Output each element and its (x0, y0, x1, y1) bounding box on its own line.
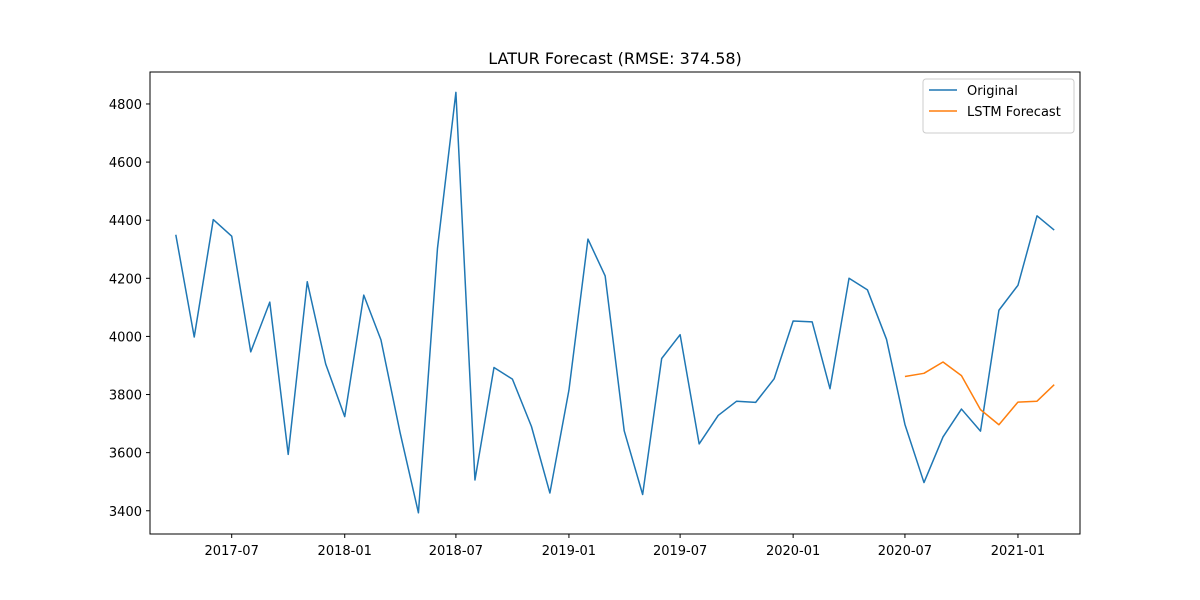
y-tick-label: 4400 (109, 214, 142, 229)
legend-label: LSTM Forecast (967, 105, 1061, 120)
y-tick-label: 3600 (109, 447, 142, 462)
y-tick-label: 4800 (109, 98, 142, 113)
series-line-original (175, 91, 1055, 514)
x-tick-label: 2019-07 (653, 544, 707, 559)
plot-area (149, 71, 1081, 535)
x-tick-label: 2018-07 (429, 544, 483, 559)
x-tick-label: 2019-01 (542, 544, 596, 559)
y-tick-label: 3800 (109, 389, 142, 404)
plot-frame (149, 71, 1081, 535)
x-tick-label: 2018-01 (318, 544, 372, 559)
y-tick-label: 3400 (109, 505, 142, 520)
legend-box (922, 78, 1075, 134)
y-tick-label: 4200 (109, 272, 142, 287)
x-tick-label: 2020-07 (878, 544, 932, 559)
y-tick-label: 4600 (109, 156, 142, 171)
x-axis: 2017-07 2018-01 2018-07 2019-01 2019-07 2020-… (205, 534, 1045, 559)
series-line-lstm-forecast (904, 361, 1055, 426)
x-tick-label: 2021-01 (991, 544, 1045, 559)
legend: Original LSTM Forecast (922, 78, 1075, 134)
legend-label: Original (967, 84, 1018, 99)
chart-title: LATUR Forecast (RMSE: 374.58) (488, 49, 742, 68)
x-tick-label: 2017-07 (205, 544, 259, 559)
x-tick-label: 2020-01 (766, 544, 820, 559)
y-axis: 3400 3600 3800 4000 4200 4400 4600 4800 (109, 98, 150, 520)
y-tick-label: 4000 (109, 330, 142, 345)
